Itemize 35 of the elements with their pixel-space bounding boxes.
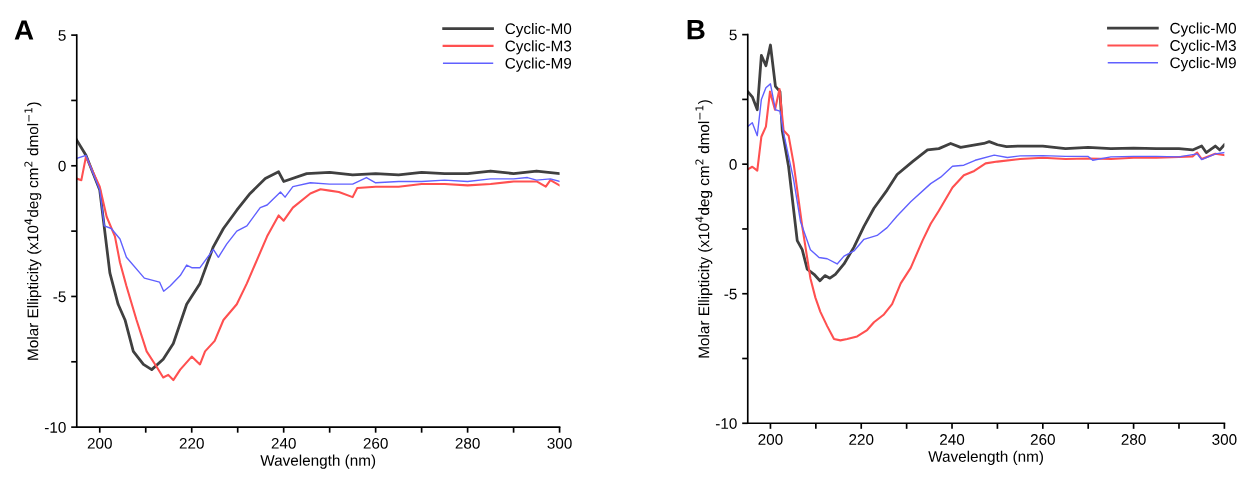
legend-label: Cyclic-M0	[1170, 22, 1237, 37]
x-tick-label: 240	[940, 434, 965, 445]
line-series	[747, 88, 1225, 342]
legend-label: Cyclic-M3	[505, 40, 572, 55]
y-axis-title: Molar Ellipticity (x10$^{4}$deg cm$^{2}$ dmol$^{−1}$)	[695, 100, 713, 358]
x-tick-label: 200	[87, 437, 112, 449]
y-tick-label: -5	[724, 288, 737, 300]
y-tick-label: 5	[729, 29, 737, 41]
x-tick-label: 220	[849, 434, 874, 445]
y-tick-label: 0	[58, 160, 66, 172]
x-tick-label: 280	[1121, 434, 1146, 445]
x-tick-label: 280	[455, 437, 480, 449]
legend-label: Cyclic-M3	[1170, 39, 1236, 54]
legend-label: Cyclic-M9	[1170, 57, 1236, 72]
x-tick-label: 240	[271, 437, 296, 449]
legend-label: Cyclic-M9	[505, 57, 572, 72]
x-axis-title: Wavelength (nm)	[260, 454, 376, 469]
y-tick-label: -10	[44, 422, 66, 433]
x-tick-label: 300	[547, 437, 572, 449]
legend-label: Cyclic-M0	[505, 22, 572, 38]
x-tick-label: 300	[1212, 434, 1237, 445]
x-tick-label: 220	[179, 437, 204, 449]
chart-title: B	[687, 20, 705, 40]
x-tick-label: 200	[758, 434, 783, 445]
y-axis-title: Molar Ellipticity (x10$^{4}$deg cm$^{2}$ dmol$^{−1}$)	[24, 102, 42, 360]
line-series	[747, 83, 1225, 265]
y-tick-label: 0	[729, 159, 737, 170]
y-tick-label: -10	[715, 418, 737, 429]
x-tick-label: 260	[1030, 434, 1055, 445]
chart-title: A	[14, 20, 34, 40]
y-tick-label: 5	[58, 30, 66, 41]
x-tick-label: 260	[363, 437, 388, 449]
x-axis-title: Wavelength (nm)	[928, 450, 1043, 465]
y-tick-label: -5	[53, 291, 66, 303]
line-series	[76, 154, 560, 292]
